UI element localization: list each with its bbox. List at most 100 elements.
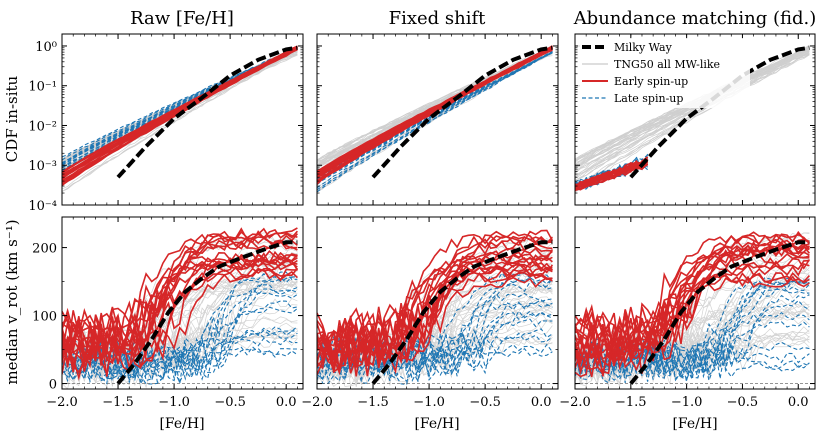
milky-way-line xyxy=(116,45,298,179)
early-spinup-line xyxy=(62,233,299,374)
x-tick-label: 0.0 xyxy=(531,395,552,410)
late-spinup-line xyxy=(62,47,298,164)
panel-title-raw: Raw [Fe/H] xyxy=(130,8,234,29)
early-spinup-line xyxy=(575,256,811,361)
legend: Milky Way TNG50 all MW-like Early spin-u… xyxy=(578,38,750,108)
panel-title-fixed-shift: Fixed shift xyxy=(389,8,487,29)
legend-label-milky-way: Milky Way xyxy=(614,41,673,54)
late-spinup-line xyxy=(62,306,298,373)
late-spinup-line xyxy=(317,51,553,191)
early-spinup-line xyxy=(317,47,553,177)
panel-frame xyxy=(574,33,816,206)
late-spinup-line xyxy=(575,341,810,384)
tng50-line xyxy=(575,316,810,363)
panel-vrot-3: −2.0 −1.5 −1.0 −0.5 0.0 xyxy=(559,216,816,410)
x-tick-label: −2.0 xyxy=(559,395,591,410)
y-tick-label: 10⁻² xyxy=(28,119,57,134)
late-spinup-line xyxy=(62,284,298,382)
milky-way-line xyxy=(629,240,810,385)
panel-titles: Raw [Fe/H] Fixed shift Abundance matchin… xyxy=(130,8,816,29)
late-spinup-line xyxy=(62,325,298,386)
y-tick-label: 10⁻³ xyxy=(28,159,57,174)
late-spinup-line xyxy=(317,310,553,386)
y-tick-label: 100 xyxy=(32,310,57,325)
x-tick-label: −2.0 xyxy=(46,395,78,410)
panel-frame xyxy=(316,216,559,390)
late-spinup-line xyxy=(317,272,553,373)
early-spinup-line xyxy=(575,273,810,351)
early-spinup-line xyxy=(575,272,810,372)
panel-cdf-1: 10⁻⁴ 10⁻³ 10⁻² 10⁻¹ 10⁰ xyxy=(28,33,304,214)
milky-way-line xyxy=(371,240,553,385)
late-spinup-line xyxy=(575,341,810,382)
tng50-line xyxy=(575,50,810,178)
tng50-line xyxy=(62,316,298,382)
xlabel-panel-2: [Fe/H] xyxy=(414,416,459,432)
y-tick-label: 10⁻⁴ xyxy=(28,199,57,214)
late-spinup-line xyxy=(317,310,553,383)
axis-ylabels: CDF in-situ median v_rot (km s⁻¹) xyxy=(3,75,21,384)
early-spinup-line xyxy=(575,242,810,362)
y-tick-label: 10⁰ xyxy=(35,40,57,55)
x-tick-label: 0.0 xyxy=(788,395,809,410)
late-spinup-line xyxy=(575,299,810,381)
y-tick-label: 0 xyxy=(49,378,57,393)
x-tick-label: −0.5 xyxy=(727,395,759,410)
x-tick-label: −1.5 xyxy=(102,395,134,410)
tng50-line xyxy=(62,50,298,192)
panel-frame xyxy=(61,216,304,390)
early-spinup-line xyxy=(317,231,553,374)
late-spinup-line xyxy=(62,273,298,380)
early-spinup-line xyxy=(575,253,810,361)
late-spinup-line xyxy=(575,278,810,382)
late-spinup-line xyxy=(62,338,298,378)
early-spinup-line xyxy=(317,229,554,350)
x-tick-label: −1.5 xyxy=(615,395,647,410)
tng50-line xyxy=(317,53,553,193)
panel-cdf-2 xyxy=(316,33,559,206)
early-spinup-line xyxy=(575,263,810,360)
x-tick-label: −0.5 xyxy=(469,395,501,410)
tng50-line xyxy=(317,318,553,383)
early-spinup-line xyxy=(317,259,554,360)
milky-way-line xyxy=(116,240,298,385)
early-spinup-line xyxy=(62,259,299,359)
early-spinup-line xyxy=(317,250,553,377)
early-spinup-line xyxy=(62,46,298,174)
x-tick-label: −1.5 xyxy=(357,395,389,410)
late-spinup-line xyxy=(317,51,553,193)
y-tick-label: 200 xyxy=(32,242,57,257)
tng50-line xyxy=(62,50,298,193)
late-spinup-line xyxy=(317,346,553,381)
early-spinup-line xyxy=(575,163,649,192)
tng50-line xyxy=(62,50,298,192)
plot-area xyxy=(575,230,815,388)
panel-frame xyxy=(574,216,816,390)
late-spinup-line xyxy=(62,271,298,382)
legend-label-late: Late spin-up xyxy=(614,92,683,105)
panel-frame xyxy=(61,33,304,206)
early-spinup-line xyxy=(62,251,298,361)
x-tick-label: −2.0 xyxy=(301,395,333,410)
early-spinup-line xyxy=(317,242,553,376)
early-spinup-line xyxy=(575,162,648,191)
ylabel-vrot: median v_rot (km s⁻¹) xyxy=(3,219,21,384)
axis-xlabels: [Fe/H] [Fe/H] [Fe/H] xyxy=(159,416,717,432)
panel-vrot-2: −2.0 −1.5 −1.0 −0.5 0.0 xyxy=(301,216,559,410)
late-spinup-line xyxy=(62,347,298,383)
legend-label-tng50: TNG50 all MW-like xyxy=(614,58,720,71)
early-spinup-line xyxy=(62,46,298,182)
xlabel-panel-1: [Fe/H] xyxy=(159,416,204,432)
late-spinup-line xyxy=(575,283,810,375)
early-spinup-line xyxy=(317,262,553,370)
early-spinup-line xyxy=(62,229,299,367)
early-spinup-line xyxy=(62,268,298,370)
legend-label-early: Early spin-up xyxy=(614,75,688,88)
late-spinup-line xyxy=(62,329,298,384)
x-tick-label: 0.0 xyxy=(276,395,297,410)
late-spinup-line xyxy=(62,47,298,165)
legend-background xyxy=(578,38,750,108)
plot-area xyxy=(317,229,558,388)
milky-way-line xyxy=(371,45,553,179)
plot-area xyxy=(62,227,303,389)
